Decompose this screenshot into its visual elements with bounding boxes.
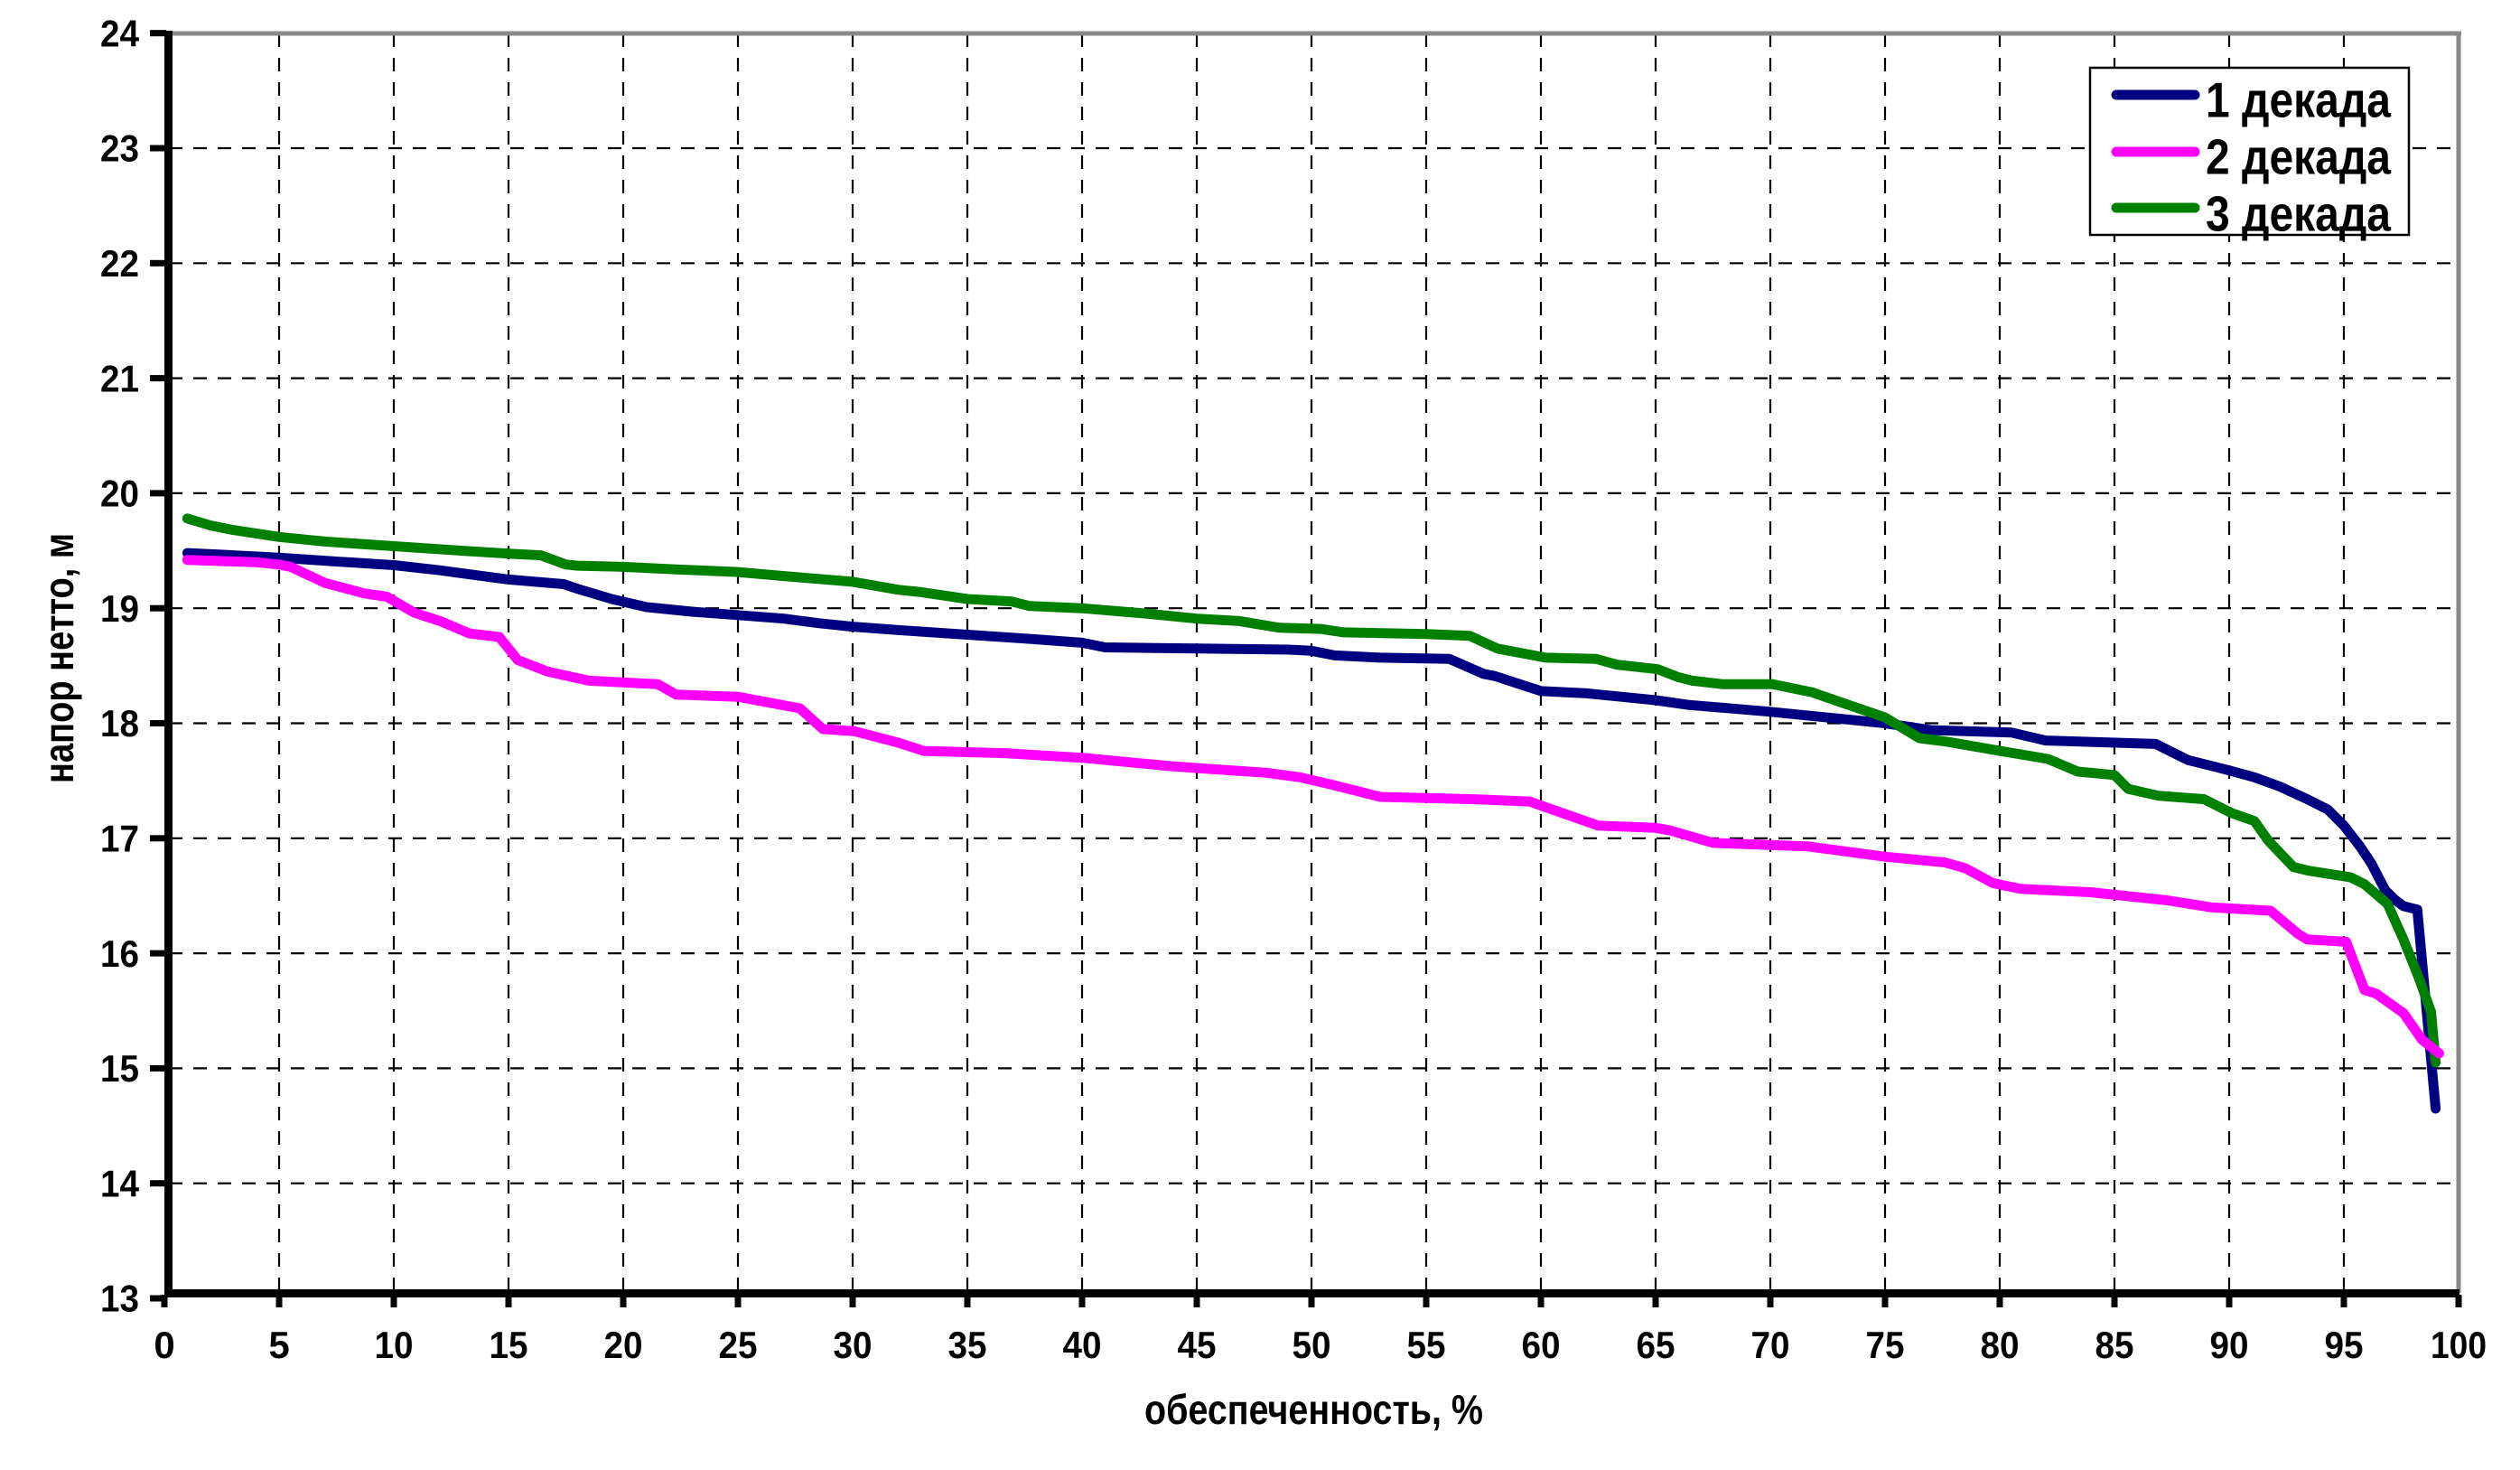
svg-text:40: 40: [1063, 1324, 1102, 1366]
svg-text:24: 24: [100, 12, 140, 54]
svg-text:60: 60: [1522, 1324, 1561, 1366]
svg-text:55: 55: [1407, 1324, 1446, 1366]
svg-text:23: 23: [100, 127, 139, 170]
svg-text:18: 18: [100, 702, 139, 744]
svg-text:напор нетто, м: напор нетто, м: [35, 533, 82, 783]
svg-text:85: 85: [2095, 1324, 2134, 1366]
svg-text:70: 70: [1751, 1324, 1790, 1366]
svg-text:2 декада: 2 декада: [2206, 128, 2391, 184]
svg-text:20: 20: [604, 1324, 643, 1366]
svg-text:5: 5: [268, 1324, 289, 1366]
svg-text:обеспеченность, %: обеспеченность, %: [1144, 1386, 1483, 1433]
svg-text:80: 80: [1981, 1324, 2020, 1366]
svg-text:21: 21: [100, 357, 139, 399]
svg-text:10: 10: [375, 1324, 414, 1366]
svg-text:65: 65: [1637, 1324, 1675, 1366]
svg-text:14: 14: [100, 1162, 140, 1204]
svg-text:75: 75: [1866, 1324, 1905, 1366]
svg-text:25: 25: [719, 1324, 758, 1366]
svg-text:95: 95: [2325, 1324, 2364, 1366]
svg-text:45: 45: [1178, 1324, 1217, 1366]
svg-text:35: 35: [948, 1324, 987, 1366]
svg-text:1 декада: 1 декада: [2206, 71, 2391, 127]
svg-text:19: 19: [100, 587, 139, 630]
svg-text:15: 15: [100, 1047, 139, 1090]
svg-text:100: 100: [2431, 1324, 2487, 1366]
svg-text:0: 0: [154, 1324, 174, 1366]
svg-text:15: 15: [490, 1324, 528, 1366]
svg-text:17: 17: [100, 818, 139, 860]
svg-text:13: 13: [100, 1278, 139, 1320]
svg-text:22: 22: [100, 242, 139, 285]
svg-text:20: 20: [100, 473, 139, 515]
svg-text:16: 16: [100, 932, 139, 975]
svg-text:30: 30: [834, 1324, 873, 1366]
svg-text:50: 50: [1293, 1324, 1331, 1366]
svg-text:90: 90: [2210, 1324, 2249, 1366]
svg-text:3 декада: 3 декада: [2206, 185, 2391, 241]
